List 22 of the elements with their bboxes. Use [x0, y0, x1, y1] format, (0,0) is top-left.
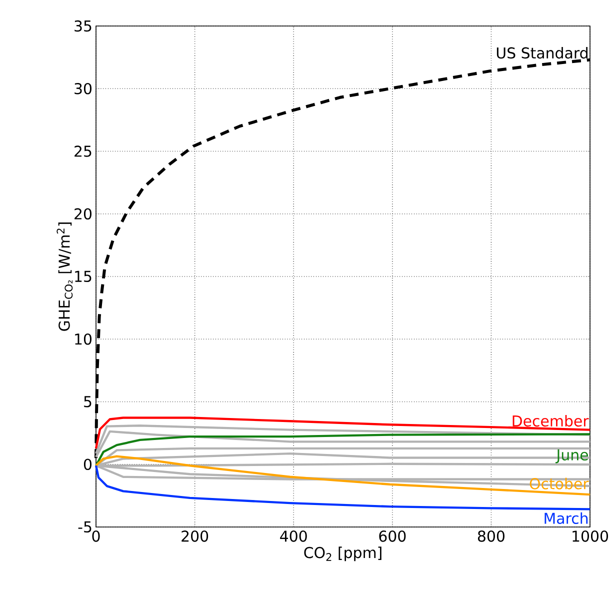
series-label: June	[556, 449, 588, 464]
x-tick-label: 600	[379, 530, 406, 542]
y-tick-label: 5	[84, 396, 92, 408]
series-label: US Standard	[496, 47, 588, 59]
x-tick-label: 0	[92, 530, 100, 542]
x-tick-label: 800	[478, 530, 504, 542]
y-axis-title: GHE$_{CO₂}$ [W/m$^{2}$]	[56, 222, 73, 331]
series-label: December	[512, 415, 589, 427]
y-tick-label: 25	[74, 146, 92, 157]
y-tick-label: 35	[74, 20, 92, 32]
x-tick-label: 1000	[572, 530, 608, 542]
x-tick-label: 400	[280, 530, 307, 542]
series-label: March	[544, 512, 588, 524]
series-label: October	[530, 478, 589, 490]
y-tick-label: -5	[78, 521, 92, 533]
y-tick-label: 30	[74, 82, 92, 94]
y-tick-label: 15	[75, 270, 92, 282]
y-tick-label: 20	[74, 208, 92, 220]
x-axis-title: CO$_{2}$ [ppm]	[304, 546, 382, 562]
y-tick-label: 0	[84, 458, 92, 470]
x-tick-label: 200	[182, 530, 208, 542]
y-tick-label: 10	[75, 333, 92, 345]
